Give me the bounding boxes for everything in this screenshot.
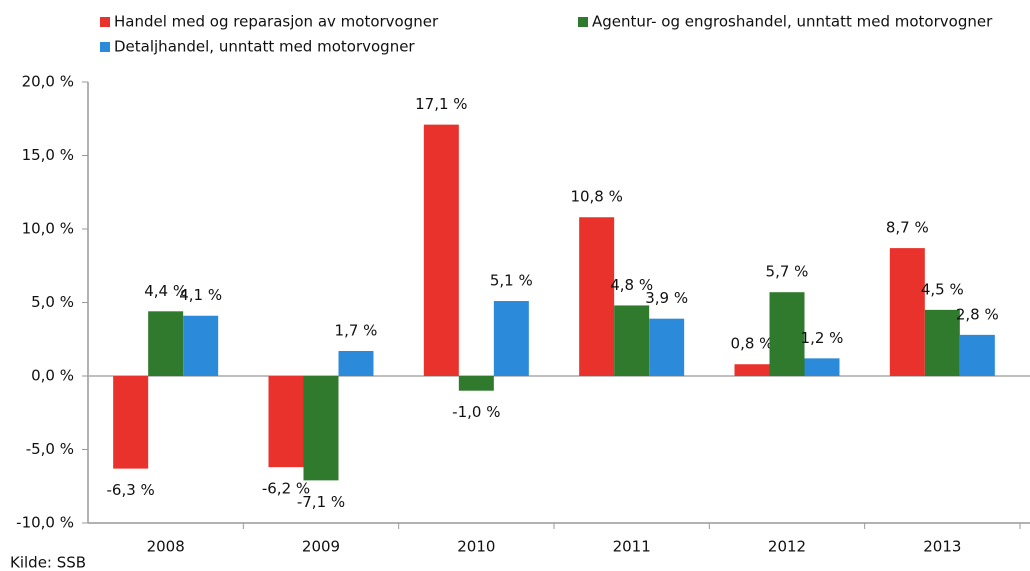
legend-swatch: [100, 17, 110, 27]
value-label: -1,0 %: [452, 403, 500, 421]
value-label: -6,3 %: [107, 481, 155, 499]
value-label: 4,8 %: [610, 276, 653, 294]
source: Kilde: SSB: [10, 554, 86, 571]
value-label: 5,1 %: [490, 272, 533, 290]
bar: [148, 311, 184, 376]
value-label: 8,7 %: [886, 219, 929, 237]
value-label: 1,2 %: [801, 329, 844, 347]
legend-label: Detaljhandel, unntatt med motorvogner: [114, 38, 415, 56]
bar: [579, 217, 615, 376]
value-label: 0,8 %: [731, 335, 774, 353]
bar: [458, 376, 494, 391]
bar: [303, 376, 339, 481]
legend-label: Agentur- og engroshandel, unntatt med mo…: [592, 13, 993, 31]
bar: [734, 364, 770, 376]
y-tick-label: 10,0 %: [22, 220, 74, 238]
legend-swatch: [100, 42, 110, 52]
value-label: 10,8 %: [570, 188, 622, 206]
bar: [959, 334, 995, 376]
bar: [649, 318, 685, 376]
bar: [804, 358, 840, 376]
bar: [924, 309, 960, 376]
bar: [423, 124, 459, 376]
bar: [183, 315, 219, 376]
x-tick-label: 2008: [147, 538, 185, 556]
value-label: 4,4 %: [144, 282, 187, 300]
value-label: 3,9 %: [645, 289, 688, 307]
bar: [769, 292, 805, 376]
bar: [614, 305, 650, 376]
y-tick-label: -5,0 %: [26, 440, 74, 458]
legend-label: Handel med og reparasjon av motorvogner: [114, 13, 439, 31]
x-tick-label: 2011: [613, 538, 651, 556]
value-label: 4,1 %: [179, 286, 222, 304]
value-label: 17,1 %: [415, 95, 467, 113]
value-label: 5,7 %: [766, 263, 809, 281]
y-tick-label: 0,0 %: [31, 367, 74, 385]
y-tick-label: 20,0 %: [22, 73, 74, 91]
value-label: 2,8 %: [956, 305, 999, 323]
x-tick-label: 2009: [302, 538, 340, 556]
y-tick-label: 5,0 %: [31, 293, 74, 311]
value-label: 4,5 %: [921, 280, 964, 298]
bar: [493, 301, 529, 376]
x-tick-label: 2012: [768, 538, 806, 556]
value-label: 1,7 %: [335, 322, 378, 340]
x-tick-label: 2010: [457, 538, 495, 556]
x-tick-label: 2013: [923, 538, 961, 556]
y-tick-label: 15,0 %: [22, 146, 74, 164]
bar: [889, 248, 925, 376]
bar: [338, 351, 374, 376]
value-label: -6,2 %: [262, 480, 310, 498]
legend-swatch: [578, 17, 588, 27]
y-tick-label: -10,0 %: [16, 514, 74, 532]
bar: [268, 376, 304, 468]
bar: [113, 376, 149, 469]
value-label: -7,1 %: [297, 493, 345, 511]
